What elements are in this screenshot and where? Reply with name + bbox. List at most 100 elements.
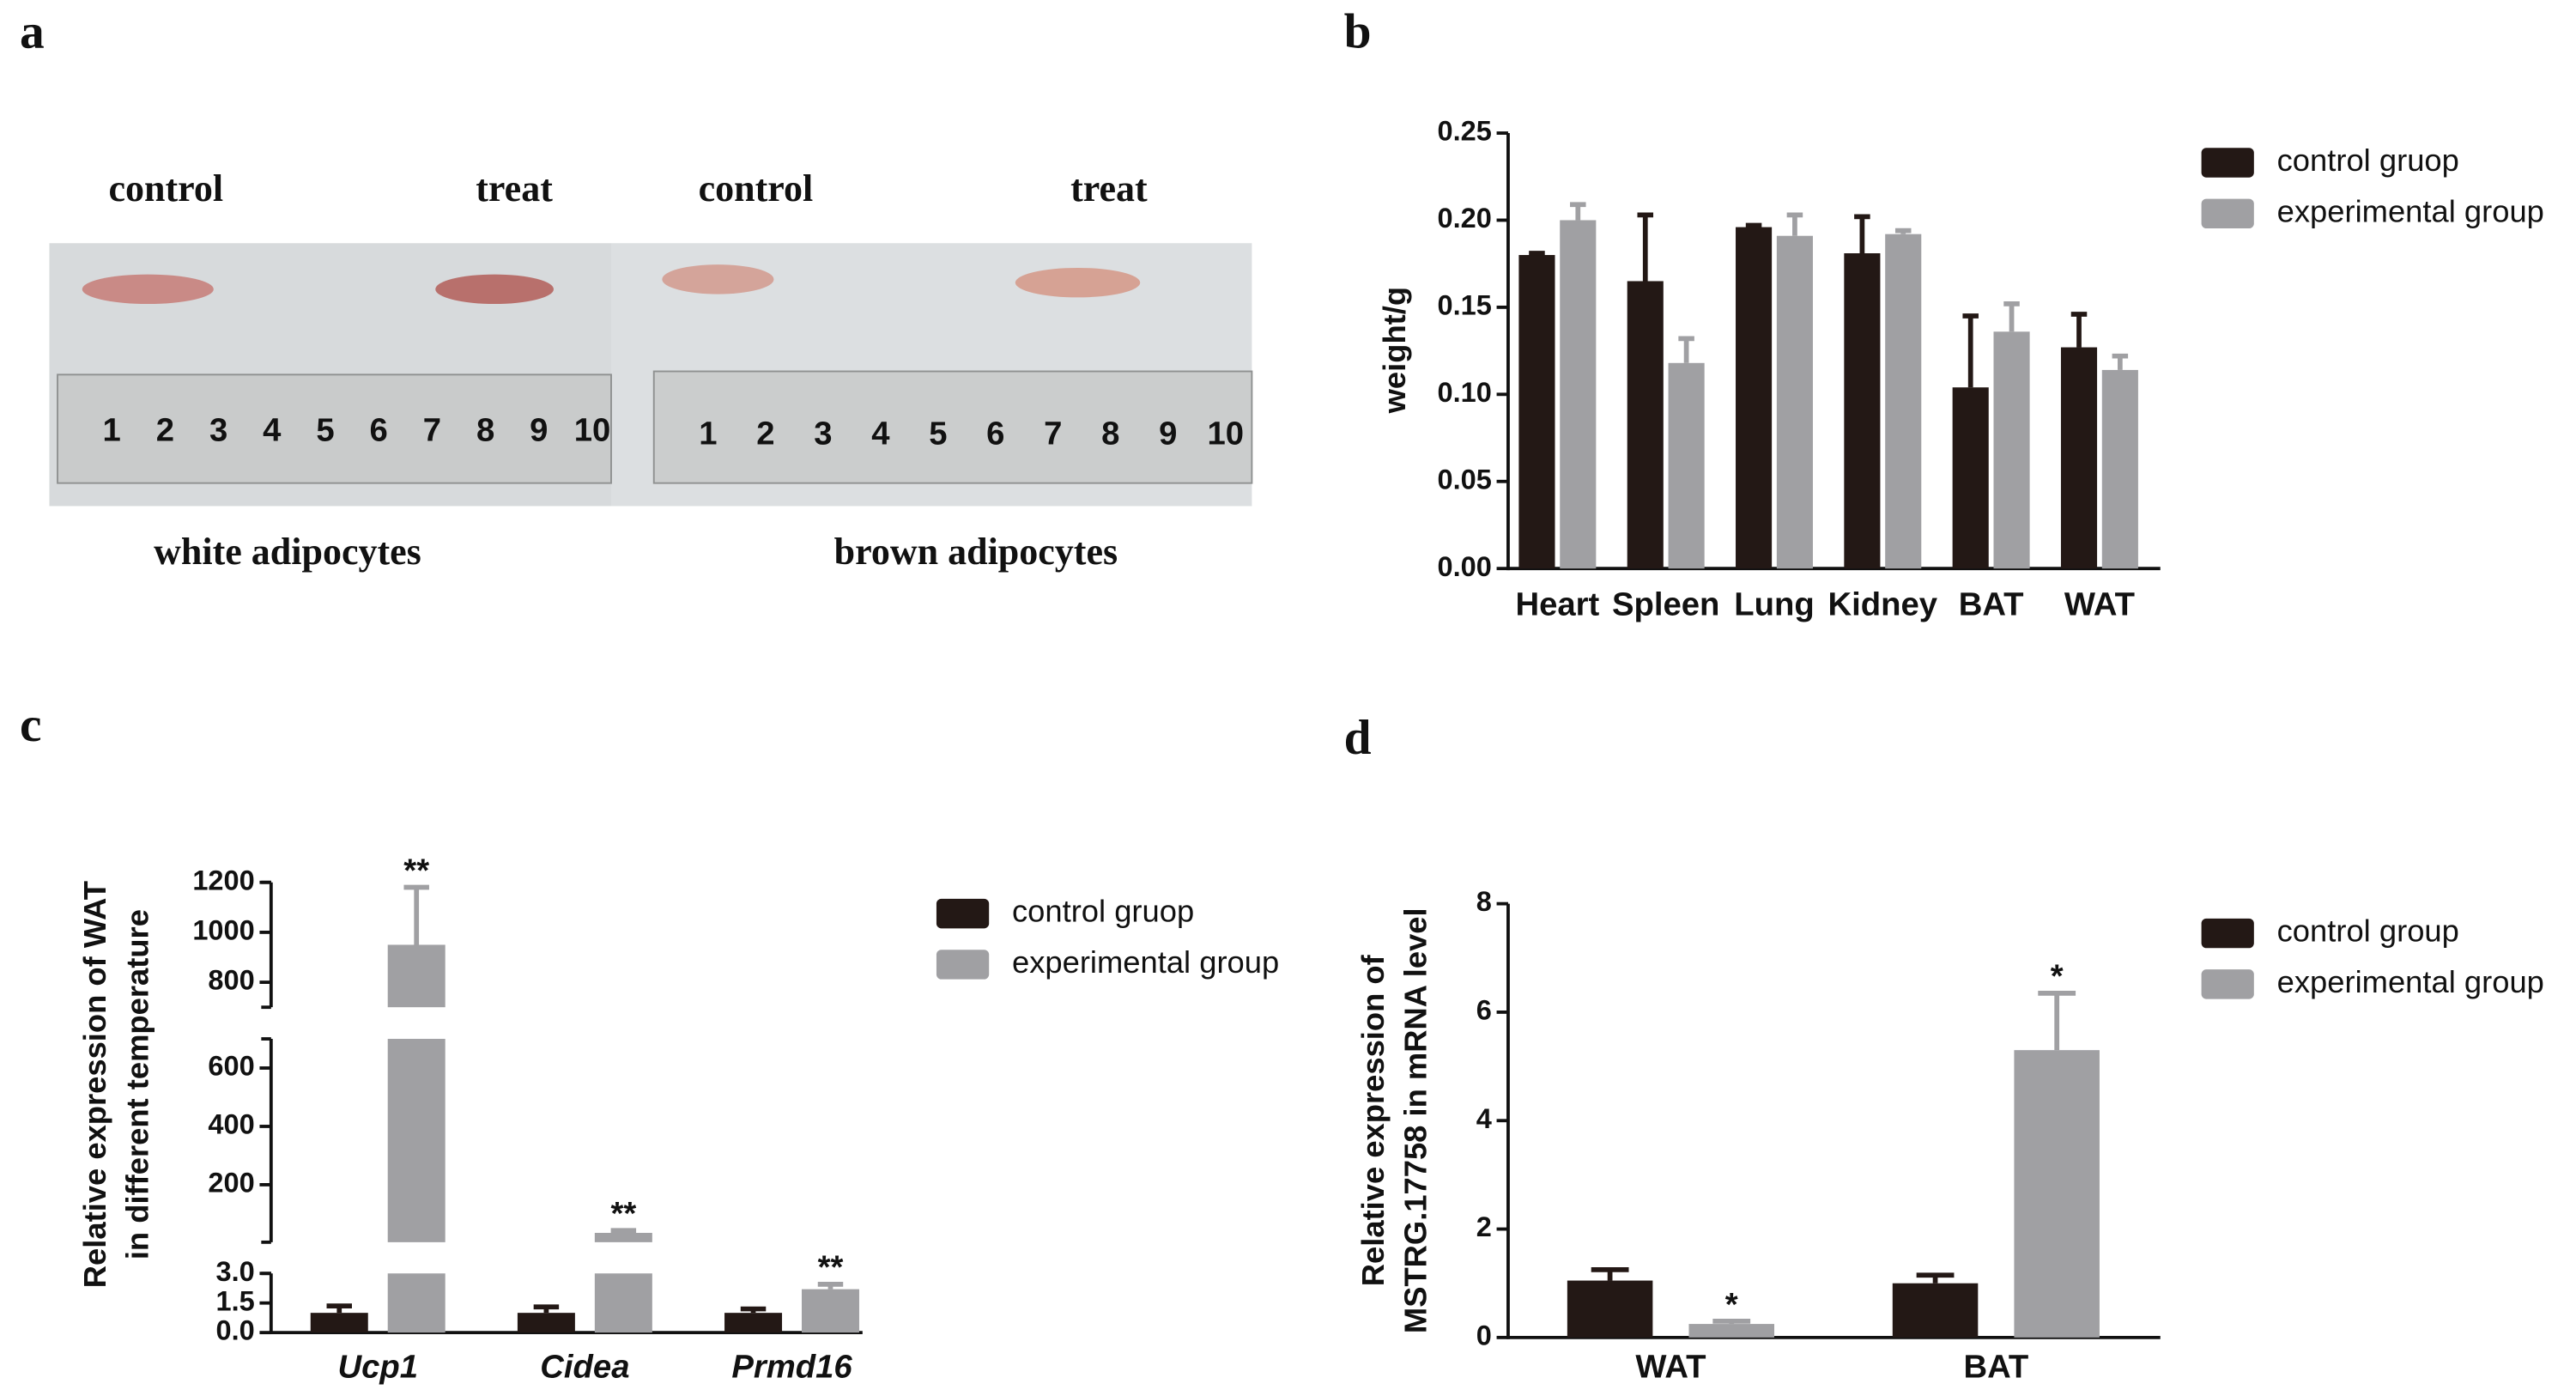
legend-label: experimental group [1012, 944, 1279, 980]
bar [594, 1232, 652, 1242]
y-tick-label: 800 [208, 965, 254, 996]
y-axis-label-line: Relative expression of [1355, 954, 1391, 1286]
y-tick-label: 0.20 [1438, 203, 1492, 234]
bar [1518, 255, 1555, 569]
ruler-number: 6 [986, 415, 1004, 452]
x-tick-label: Kidney [1828, 586, 1938, 622]
legend-label: control gruop [2277, 143, 2459, 178]
annotation: ** [818, 1249, 844, 1286]
photo-label: control [699, 167, 814, 209]
chart: 0 2 4 6 8 Relative expression of MSTRG.17758 i… [1355, 886, 2544, 1385]
y-tick-label: 0.05 [1438, 464, 1492, 495]
bar [2060, 347, 2098, 569]
ruler-number: 3 [814, 415, 832, 452]
y-tick-label: 6 [1476, 995, 1492, 1026]
ruler-number: 4 [871, 415, 890, 452]
ruler-number: 2 [156, 411, 174, 448]
panel-label: b [1344, 4, 1372, 58]
y-tick-label: 0.0 [215, 1315, 254, 1346]
y-axis-label: weight/g [1376, 287, 1411, 414]
y-tick-label: 3.0 [215, 1256, 254, 1287]
tissue [435, 274, 555, 305]
photo-label: control [109, 167, 224, 209]
bar [1844, 252, 1881, 569]
legend-swatch [936, 898, 990, 929]
y-tick-label: 600 [208, 1051, 254, 1082]
x-tick-label: Ucp1 [337, 1348, 418, 1385]
x-tick-label: Cidea [540, 1348, 629, 1385]
y-tick-label: 1.5 [215, 1285, 254, 1316]
x-tick-label: Spleen [1612, 586, 1719, 622]
ruler-number: 8 [476, 411, 494, 448]
ruler-number: 2 [756, 415, 774, 452]
bar [594, 1273, 652, 1333]
y-tick-label: 0.00 [1438, 551, 1492, 582]
ruler-number: 5 [929, 415, 947, 452]
annotation: ** [610, 1195, 636, 1232]
ruler-number: 1 [699, 415, 717, 452]
x-tick-label: WAT [1635, 1348, 1706, 1385]
ruler-number: 9 [530, 411, 548, 448]
y-axis-label: Relative expression of WAT in different t… [77, 881, 155, 1288]
ruler-number: 8 [1101, 415, 1119, 452]
ruler-number: 3 [209, 411, 227, 448]
ruler-number: 9 [1159, 415, 1177, 452]
panel-label: a [20, 4, 45, 58]
bar [1627, 281, 1664, 569]
ruler-number: 4 [263, 411, 282, 448]
legend-label: control gruop [1012, 894, 1194, 929]
bar [517, 1313, 575, 1333]
legend-swatch [2201, 148, 2254, 178]
bar [1560, 220, 1597, 569]
annotation: ** [403, 852, 429, 889]
x-tick-label: Prmd16 [731, 1348, 852, 1385]
bar [1993, 331, 2030, 569]
x-tick-label: WAT [2064, 586, 2135, 622]
photo-label: treat [476, 167, 553, 209]
bar [1736, 227, 1773, 569]
ruler [652, 370, 1253, 484]
annotation: * [1725, 1286, 1738, 1323]
y-tick-label: 200 [208, 1168, 254, 1199]
ruler-number: 6 [370, 411, 388, 448]
bar [387, 944, 445, 1008]
bar [1567, 1280, 1653, 1338]
y-axis-label-line: weight/g [1376, 287, 1411, 414]
bar [1885, 234, 1922, 569]
bar [724, 1313, 783, 1333]
bar [1668, 362, 1705, 569]
y-tick-label: 0.25 [1438, 116, 1492, 147]
ruler-number: 7 [423, 411, 441, 448]
legend-swatch [2201, 918, 2254, 949]
bar [387, 1273, 445, 1333]
chart: 0.00 0.05 0.10 0.15 0.20 0.25 weight/g Heart Spl… [1376, 116, 2543, 623]
legend-swatch [2201, 969, 2254, 999]
y-tick-label: 0.10 [1438, 377, 1492, 408]
y-tick-label: 400 [208, 1109, 254, 1140]
y-tick-label: 4 [1476, 1103, 1492, 1134]
bar [387, 1039, 445, 1242]
bar [1688, 1324, 1774, 1338]
x-tick-label: BAT [1963, 1348, 2028, 1385]
y-tick-label: 8 [1476, 886, 1492, 917]
ruler-number: 10 [1207, 415, 1244, 452]
x-tick-label: Heart [1515, 586, 1599, 622]
legend-swatch [936, 950, 990, 980]
y-axis-label: Relative expression of MSTRG.17758 in mRN… [1355, 907, 1433, 1333]
ruler [57, 373, 612, 484]
legend-label: experimental group [2277, 964, 2544, 999]
bar [1776, 235, 1813, 569]
y-tick-label: 0 [1476, 1320, 1492, 1350]
photo-caption: white adipocytes [154, 531, 421, 573]
ruler-number: 1 [103, 411, 121, 448]
y-tick-label: 1000 [192, 915, 254, 946]
x-tick-label: Lung [1734, 586, 1815, 622]
tissue [82, 274, 214, 305]
panel-label: c [20, 698, 41, 752]
bar [1952, 387, 1989, 569]
ruler-number: 10 [574, 411, 611, 448]
y-axis-label-line: MSTRG.17758 in mRNA level [1397, 907, 1433, 1333]
photo-label: treat [1070, 167, 1148, 209]
